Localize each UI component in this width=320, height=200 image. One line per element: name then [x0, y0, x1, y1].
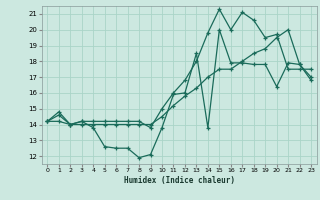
X-axis label: Humidex (Indice chaleur): Humidex (Indice chaleur)	[124, 176, 235, 185]
